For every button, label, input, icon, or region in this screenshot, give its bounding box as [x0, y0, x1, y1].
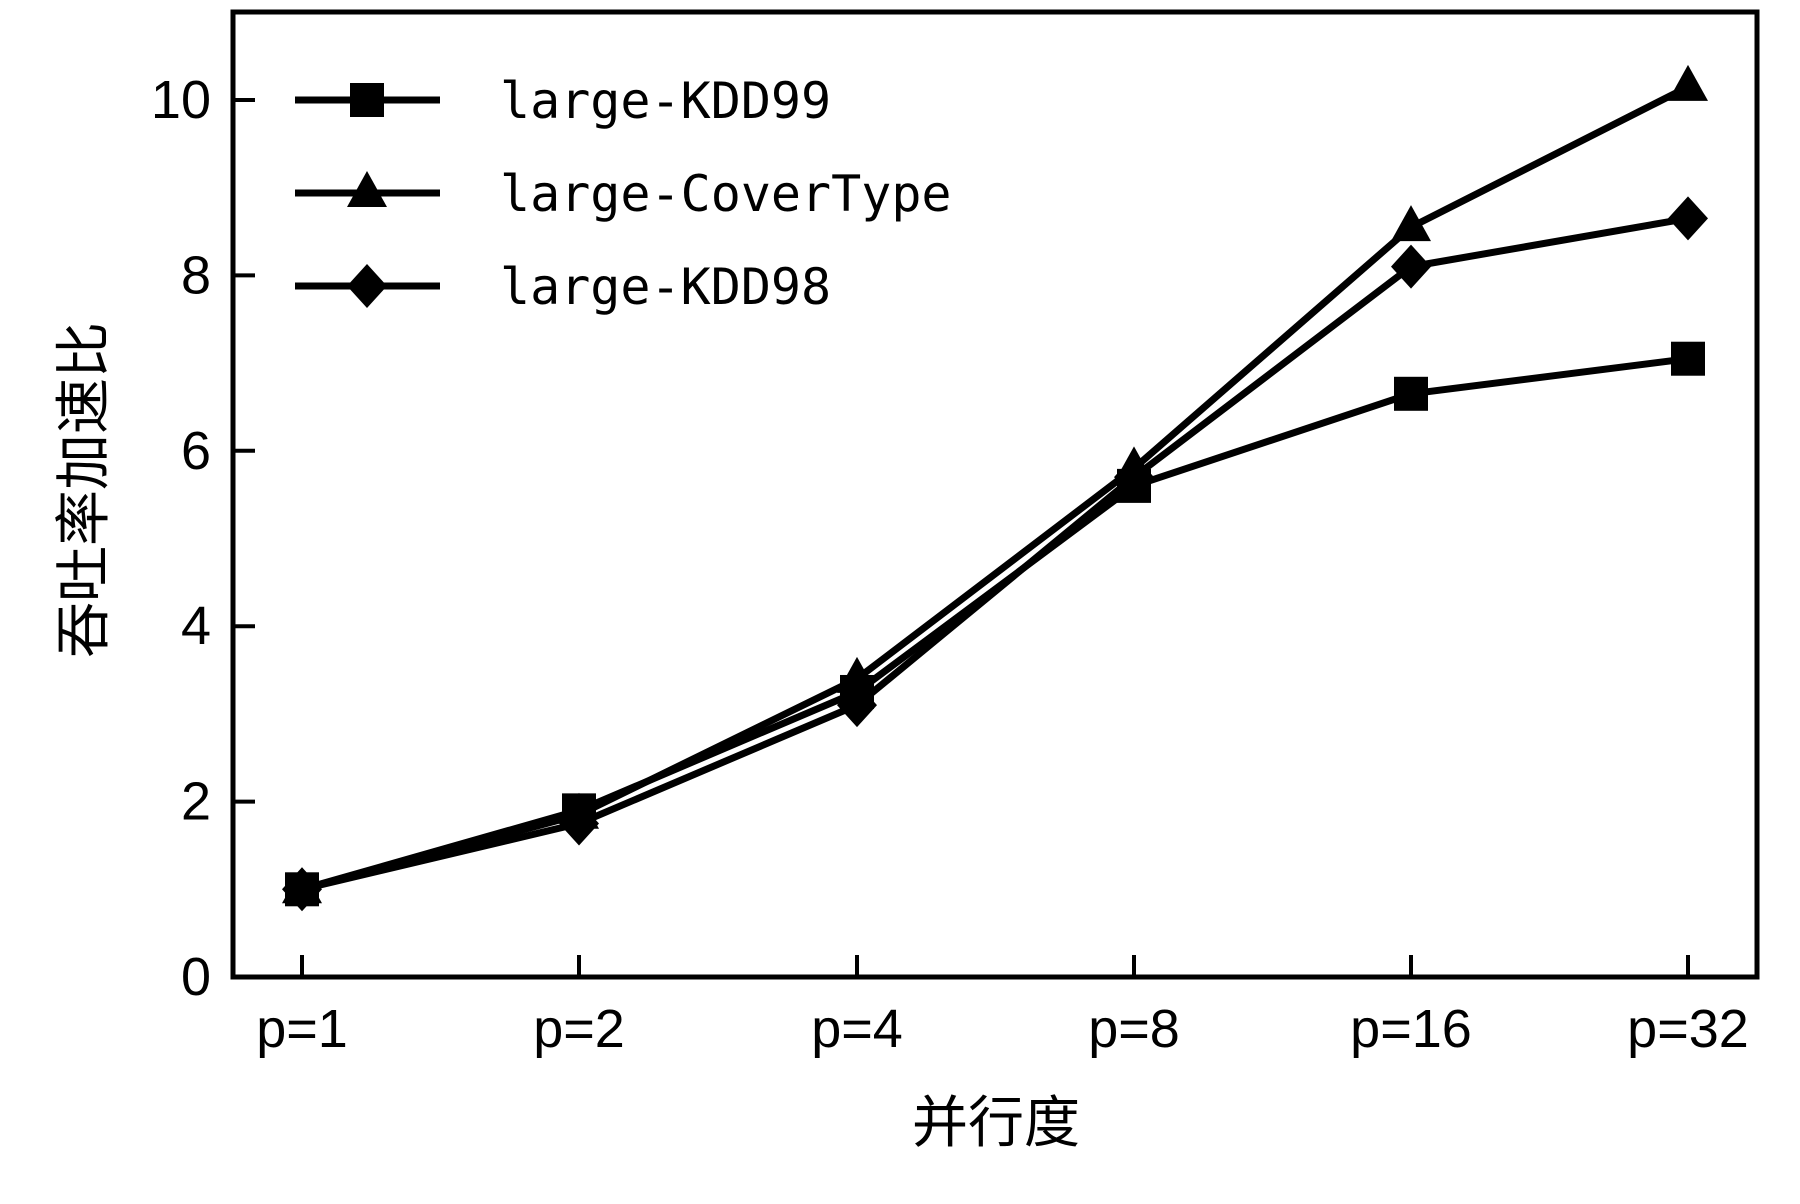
- y-tick-label: 4: [181, 596, 211, 656]
- triangle-marker: [347, 171, 387, 207]
- diamond-marker: [1114, 455, 1154, 500]
- diamond-marker: [282, 867, 322, 912]
- x-axis-title: 并行度: [912, 1091, 1080, 1156]
- diamond-marker: [1391, 244, 1431, 289]
- x-tick-label: p=16: [1350, 999, 1472, 1059]
- triangle-marker: [837, 656, 877, 693]
- diamond-marker: [559, 801, 599, 846]
- y-tick-label: 10: [151, 70, 211, 130]
- series-large-KDD99: [285, 341, 1705, 907]
- diamond-marker: [1668, 196, 1708, 241]
- y-tick-label: 6: [181, 421, 211, 481]
- series-line: [301, 83, 1690, 893]
- diamond-marker: [837, 683, 877, 728]
- x-tick-label: p=32: [1627, 999, 1749, 1059]
- legend-label: large-KDD99: [500, 72, 831, 130]
- triangle-marker: [1668, 64, 1708, 101]
- legend-label: large-KDD98: [500, 258, 831, 316]
- legend-entry: large-KDD98: [295, 258, 831, 316]
- legend-label: large-CoverType: [500, 165, 952, 223]
- y-tick-label: 2: [181, 772, 211, 832]
- legend-entry: large-CoverType: [295, 165, 952, 223]
- y-axis-title: 吞吐率加速比: [52, 322, 117, 658]
- x-tick-label: p=1: [256, 999, 348, 1059]
- x-tick-label: p=2: [533, 999, 625, 1059]
- triangle-marker: [1391, 205, 1431, 242]
- plot-frame: [230, 9, 1760, 980]
- square-marker: [1671, 341, 1705, 376]
- series-large-KDD98: [282, 196, 1708, 912]
- x-tick-label: p=4: [811, 999, 903, 1059]
- diamond-marker: [347, 264, 387, 308]
- series-large-CoverType: [282, 64, 1708, 904]
- series-line: [301, 355, 1689, 893]
- x-tick-label: p=8: [1088, 999, 1180, 1059]
- y-tick-label: 8: [181, 245, 211, 305]
- square-marker: [1394, 376, 1428, 411]
- series-line: [301, 214, 1689, 893]
- legend-entry: large-KDD99: [295, 72, 831, 130]
- y-tick-label: 0: [181, 947, 211, 1007]
- square-marker: [350, 83, 384, 117]
